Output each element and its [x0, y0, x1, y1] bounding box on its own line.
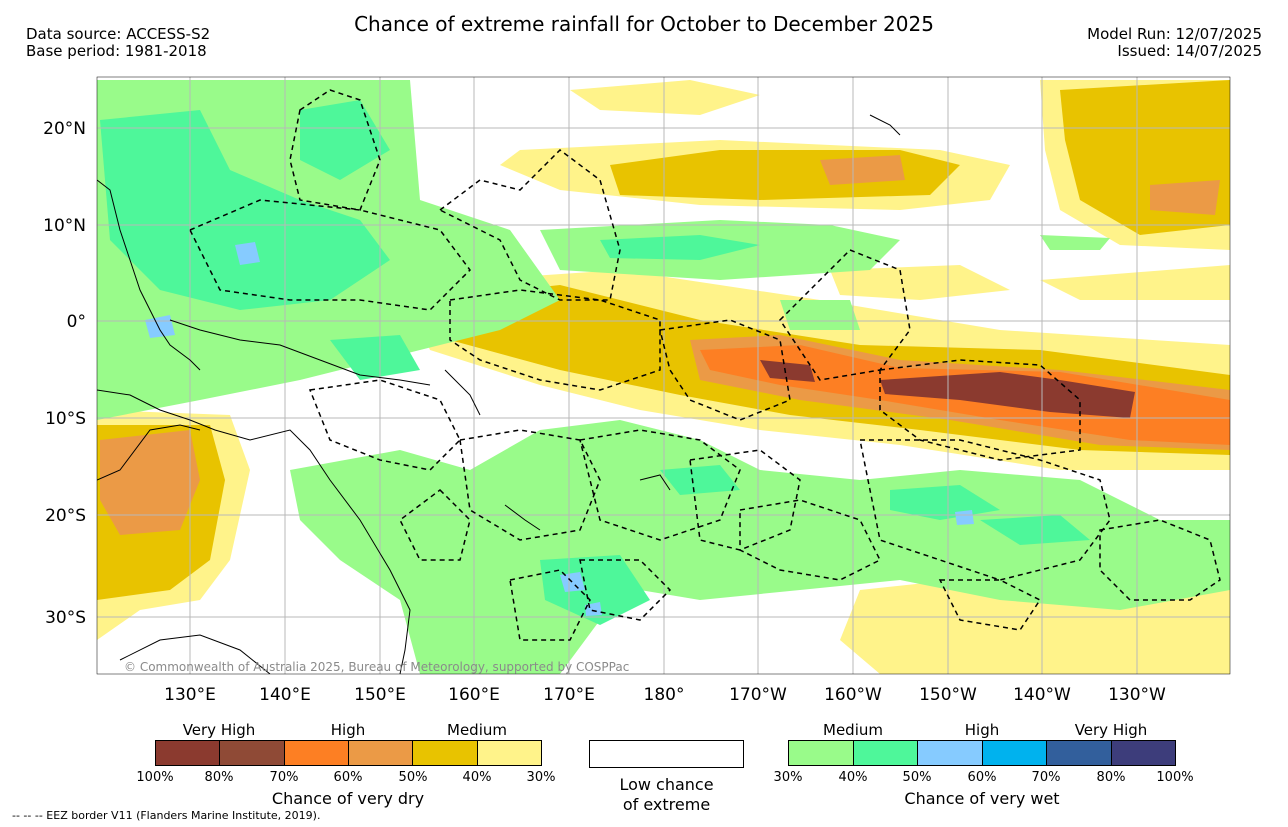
dry-tick: 60%: [333, 770, 363, 785]
lon-label: 160°E: [448, 685, 500, 700]
map-frame: [96, 76, 1231, 675]
wet-category-very-high: Very High: [1074, 721, 1148, 739]
dry-tick: 30%: [526, 770, 556, 785]
wet-category-high: High: [964, 721, 1000, 739]
dry-swatch-4: [413, 741, 478, 765]
wet-swatch-0: [789, 741, 854, 765]
lon-label: 170°W: [729, 685, 787, 700]
lon-label: 180°: [644, 685, 685, 700]
graticule: [97, 77, 1230, 674]
dry-category-high: High: [330, 721, 366, 739]
low-chance-label: Low chance of extreme: [589, 775, 744, 815]
dry-swatch-0: [156, 741, 221, 765]
dry-tick: 100%: [136, 770, 174, 785]
dry-legend-title: Chance of very dry: [271, 789, 425, 808]
wet-tick: 80%: [1096, 770, 1126, 785]
dry-swatch-3: [348, 741, 414, 765]
eez-footnote: -- -- -- EEZ border V11 (Flanders Marine…: [12, 809, 321, 822]
lon-label: 150°W: [919, 685, 977, 700]
wet-swatch-3: [982, 741, 1047, 765]
wet-legend-title: Chance of very wet: [904, 789, 1060, 808]
coastlines: [97, 114, 901, 674]
lat-label: 0°: [67, 312, 86, 332]
wet-tick: 100%: [1156, 770, 1194, 785]
data-source-info: Data source: ACCESS-S2 Base period: 1981…: [26, 26, 210, 60]
lon-label: 160°W: [824, 685, 882, 700]
lat-label: 30°S: [45, 608, 86, 628]
lon-label: 140°W: [1013, 685, 1071, 700]
wet-swatch-2: [918, 741, 983, 765]
low-chance-line: of extreme: [622, 795, 711, 814]
copyright-text: © Commonwealth of Australia 2025, Bureau…: [124, 660, 630, 674]
wet-colorbar: [788, 740, 1176, 766]
lat-label: 20°S: [45, 506, 86, 526]
map-title: Chance of extreme rainfall for October t…: [354, 12, 934, 36]
lon-label: 170°E: [543, 685, 595, 700]
dry-tick: 70%: [269, 770, 299, 785]
lon-label: 130°W: [1108, 685, 1166, 700]
wet-high-areas: [100, 100, 1090, 625]
dry-swatch-2: [284, 741, 349, 765]
lat-label: 10°S: [45, 409, 86, 429]
dry-tick: 50%: [398, 770, 428, 785]
lon-label: 140°E: [259, 685, 311, 700]
model-run-info: Model Run: 12/07/2025 Issued: 14/07/2025: [1087, 26, 1262, 60]
lat-label: 10°N: [43, 216, 86, 236]
wet-tick: 30%: [773, 770, 803, 785]
wet-swatch-1: [853, 741, 918, 765]
dry-swatch-1: [220, 741, 285, 765]
wet-tick: 50%: [902, 770, 932, 785]
dry-tick: 80%: [204, 770, 234, 785]
dry-very-high-areas: [760, 360, 1135, 418]
lon-label: 150°E: [354, 685, 406, 700]
wet-swatch-5: [1111, 741, 1175, 765]
data-source-line: Data source: ACCESS-S2: [26, 25, 211, 43]
eez-borders: [188, 89, 1221, 641]
wet-category-medium: Medium: [823, 721, 883, 739]
wet-tick: 40%: [838, 770, 868, 785]
low-chance-swatch: [589, 740, 744, 768]
dry-colorbar: [155, 740, 542, 766]
dry-swatch-5: [477, 741, 541, 765]
dry-tick: 40%: [462, 770, 492, 785]
lat-label: 20°N: [43, 119, 86, 139]
issued-line: Issued: 14/07/2025: [1117, 42, 1262, 60]
wet-tick: 60%: [967, 770, 997, 785]
rainfall-map: 20°N 10°N 0° 10°S 20°S 30°S 130°E 140°E …: [43, 76, 1231, 700]
dry-category-medium: Medium: [447, 721, 507, 739]
wet-swatch-4: [1047, 741, 1112, 765]
lon-label: 130°E: [164, 685, 216, 700]
wet-tick: 70%: [1031, 770, 1061, 785]
model-run-line: Model Run: 12/07/2025: [1087, 25, 1262, 43]
base-period-line: Base period: 1981-2018: [26, 42, 207, 60]
low-chance-line: Low chance: [619, 775, 714, 794]
dry-category-very-high: Very High: [182, 721, 256, 739]
